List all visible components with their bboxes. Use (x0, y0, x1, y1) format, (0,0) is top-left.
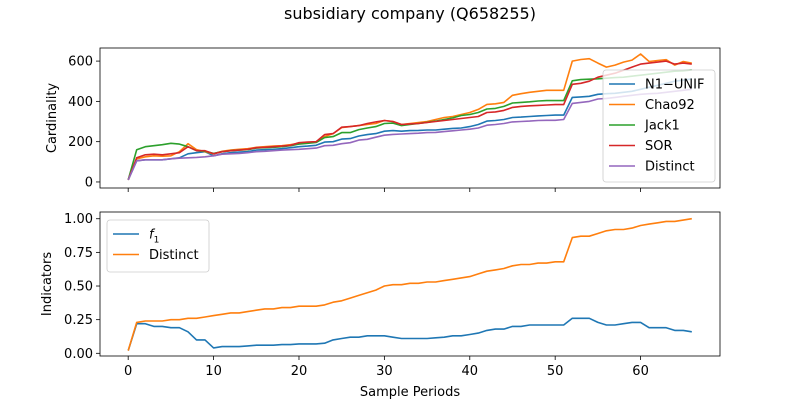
cardinality-panel: 0 200 400 600 Cardinality N1−UNIF Chao92 Jack1 S… (45, 47, 721, 192)
series-line-3 (127, 60, 692, 181)
y-tick-label: 0.50 (64, 280, 93, 295)
x-tick-label: 30 (376, 364, 393, 379)
x-axis-title: Sample Periods (360, 385, 460, 400)
y-axis-title: Cardinality (45, 83, 60, 154)
y-tick-label: 1.00 (64, 212, 93, 227)
y-axis-title: Indicators (40, 252, 55, 316)
legend-label: f1 (149, 228, 159, 246)
indicators-panel: 0 10 20 30 40 50 60 0.00 0.25 0.50 0.75 1.00 Indicat… (40, 211, 721, 379)
legend-label: N1−UNIF (645, 78, 704, 93)
x-tick-label: 20 (291, 364, 308, 379)
chart-title: subsidiary company (Q658255) (284, 4, 536, 23)
legend-label: Distinct (645, 160, 695, 175)
legend-box (602, 69, 716, 183)
y-tick-label: 0.25 (64, 313, 93, 328)
x-tick-label: 40 (462, 364, 479, 379)
legend-box (106, 219, 210, 273)
legend-label: SOR (645, 139, 673, 154)
y-tick-label: 0.00 (64, 347, 93, 362)
legend-label: Jack1 (644, 119, 680, 134)
y-tick-label: 0.75 (64, 246, 93, 261)
x-tick-label: 10 (205, 364, 222, 379)
x-tick-label: 0 (124, 364, 132, 379)
legend-label: Chao92 (645, 98, 695, 113)
y-tick-label: 0 (85, 175, 93, 190)
series-line-4 (127, 88, 692, 181)
y-tick-label: 600 (68, 55, 93, 70)
legend-label-main: f (149, 228, 156, 243)
x-tick-label: 60 (632, 364, 649, 379)
x-tick-label: 50 (547, 364, 564, 379)
legend: N1−UNIF Chao92 Jack1 SOR Distinct (602, 69, 716, 183)
y-tick-label: 200 (68, 135, 93, 150)
series-line-1 (127, 217, 692, 351)
series-line-0 (127, 317, 692, 351)
legend: f1 Distinct (106, 219, 210, 273)
legend-label-sub: 1 (154, 236, 160, 246)
legend-label: Distinct (149, 248, 199, 263)
y-tick-label: 400 (68, 95, 93, 110)
